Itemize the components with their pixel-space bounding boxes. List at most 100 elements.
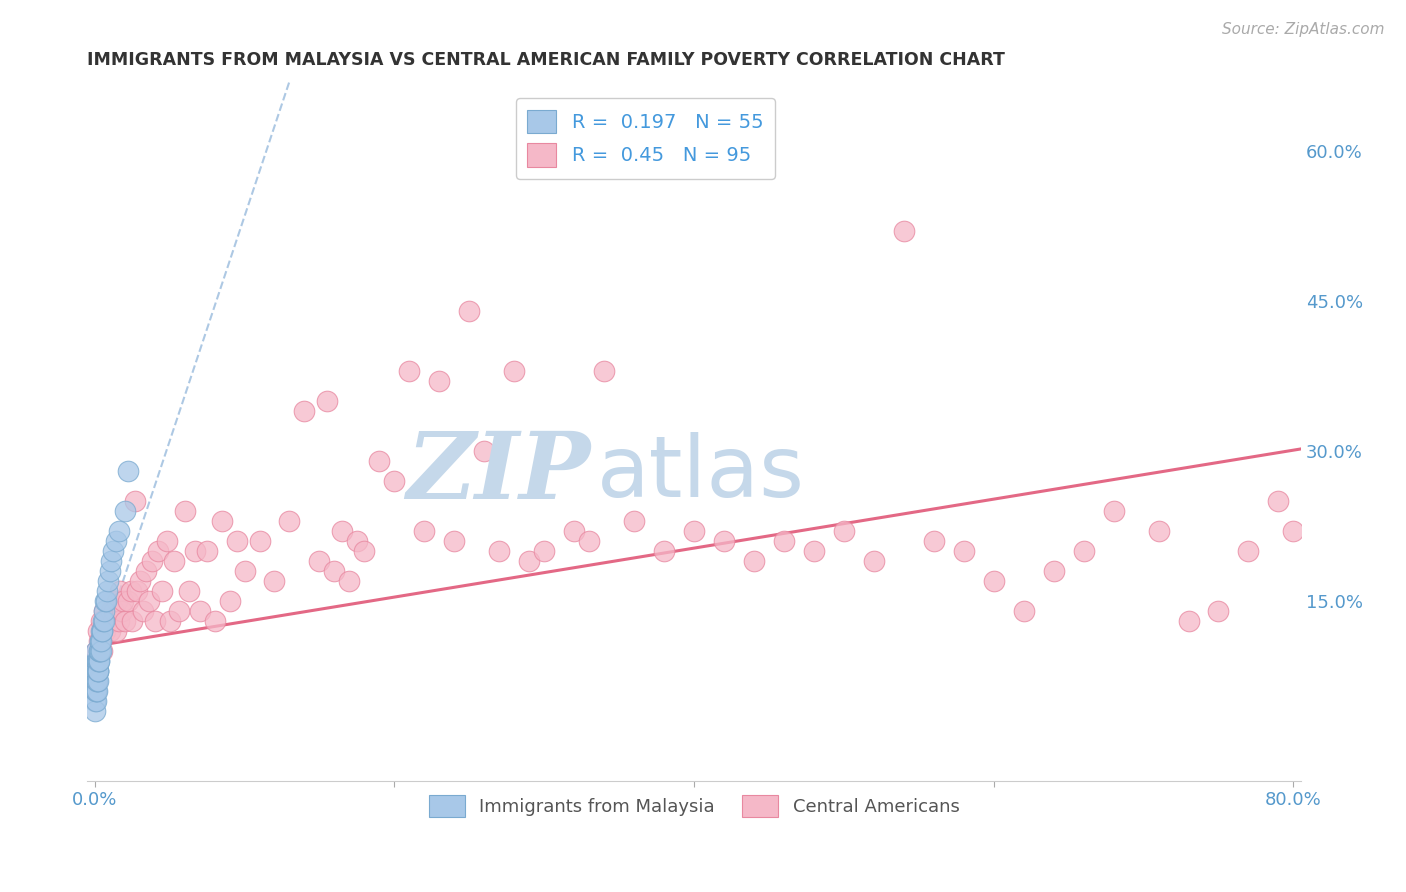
Point bbox=[188, 604, 211, 618]
Point bbox=[103, 604, 125, 618]
Point bbox=[89, 644, 111, 658]
Point bbox=[204, 614, 226, 628]
Point bbox=[503, 364, 526, 378]
Point bbox=[125, 584, 148, 599]
Point bbox=[652, 544, 675, 558]
Point bbox=[1267, 494, 1289, 508]
Point bbox=[84, 674, 107, 689]
Point bbox=[249, 534, 271, 549]
Point bbox=[100, 554, 122, 568]
Point bbox=[128, 574, 150, 588]
Point bbox=[89, 644, 111, 658]
Point bbox=[308, 554, 330, 568]
Point bbox=[382, 474, 405, 488]
Point bbox=[89, 644, 111, 658]
Point bbox=[195, 544, 218, 558]
Point bbox=[86, 654, 108, 668]
Point bbox=[93, 614, 115, 628]
Point bbox=[86, 664, 108, 678]
Point bbox=[86, 684, 108, 698]
Point bbox=[87, 664, 110, 678]
Point bbox=[323, 564, 346, 578]
Point bbox=[398, 364, 420, 378]
Point bbox=[803, 544, 825, 558]
Point bbox=[368, 454, 391, 468]
Point bbox=[84, 664, 107, 678]
Text: IMMIGRANTS FROM MALAYSIA VS CENTRAL AMERICAN FAMILY POVERTY CORRELATION CHART: IMMIGRANTS FROM MALAYSIA VS CENTRAL AMER… bbox=[87, 51, 1005, 69]
Point bbox=[278, 514, 301, 528]
Point bbox=[141, 554, 163, 568]
Point bbox=[593, 364, 616, 378]
Point bbox=[124, 494, 146, 508]
Point bbox=[90, 644, 112, 658]
Point bbox=[167, 604, 190, 618]
Point bbox=[98, 624, 121, 638]
Point bbox=[159, 614, 181, 628]
Point bbox=[1208, 604, 1230, 618]
Point bbox=[533, 544, 555, 558]
Point bbox=[413, 524, 436, 538]
Point bbox=[1237, 544, 1260, 558]
Point bbox=[87, 664, 110, 678]
Point bbox=[89, 634, 111, 648]
Point bbox=[86, 674, 108, 689]
Point bbox=[138, 594, 160, 608]
Point bbox=[316, 394, 339, 409]
Point bbox=[86, 664, 108, 678]
Point bbox=[713, 534, 735, 549]
Point bbox=[107, 614, 129, 628]
Point bbox=[97, 574, 120, 588]
Point bbox=[117, 594, 139, 608]
Point bbox=[86, 654, 108, 668]
Point bbox=[94, 594, 117, 608]
Point bbox=[84, 694, 107, 708]
Point bbox=[488, 544, 510, 558]
Point bbox=[105, 594, 128, 608]
Point bbox=[233, 564, 256, 578]
Point bbox=[86, 674, 108, 689]
Point bbox=[339, 574, 361, 588]
Text: Source: ZipAtlas.com: Source: ZipAtlas.com bbox=[1222, 22, 1385, 37]
Point bbox=[86, 664, 108, 678]
Point bbox=[104, 534, 127, 549]
Point bbox=[330, 524, 353, 538]
Point bbox=[86, 674, 108, 689]
Point bbox=[218, 594, 240, 608]
Point bbox=[517, 554, 540, 568]
Point bbox=[91, 614, 114, 628]
Point bbox=[87, 654, 110, 668]
Point bbox=[101, 544, 124, 558]
Point bbox=[84, 694, 107, 708]
Point bbox=[86, 674, 108, 689]
Point bbox=[89, 654, 111, 668]
Point bbox=[163, 554, 186, 568]
Point bbox=[121, 614, 143, 628]
Point bbox=[143, 614, 166, 628]
Point bbox=[173, 504, 195, 518]
Point bbox=[922, 534, 945, 549]
Point bbox=[91, 644, 114, 658]
Point bbox=[294, 404, 316, 418]
Point bbox=[131, 604, 153, 618]
Point bbox=[100, 604, 122, 618]
Point bbox=[104, 624, 127, 638]
Point bbox=[1102, 504, 1125, 518]
Point bbox=[1073, 544, 1095, 558]
Point bbox=[578, 534, 600, 549]
Point bbox=[107, 524, 129, 538]
Point bbox=[84, 674, 107, 689]
Point bbox=[146, 544, 169, 558]
Point bbox=[84, 644, 107, 658]
Point bbox=[93, 604, 115, 618]
Point bbox=[90, 624, 112, 638]
Point bbox=[84, 684, 107, 698]
Point bbox=[86, 684, 108, 698]
Point bbox=[226, 534, 249, 549]
Point bbox=[427, 374, 450, 388]
Point bbox=[150, 584, 173, 599]
Point bbox=[89, 634, 111, 648]
Legend: Immigrants from Malaysia, Central Americans: Immigrants from Malaysia, Central Americ… bbox=[422, 788, 966, 824]
Point bbox=[112, 594, 135, 608]
Point bbox=[120, 584, 142, 599]
Point bbox=[443, 534, 465, 549]
